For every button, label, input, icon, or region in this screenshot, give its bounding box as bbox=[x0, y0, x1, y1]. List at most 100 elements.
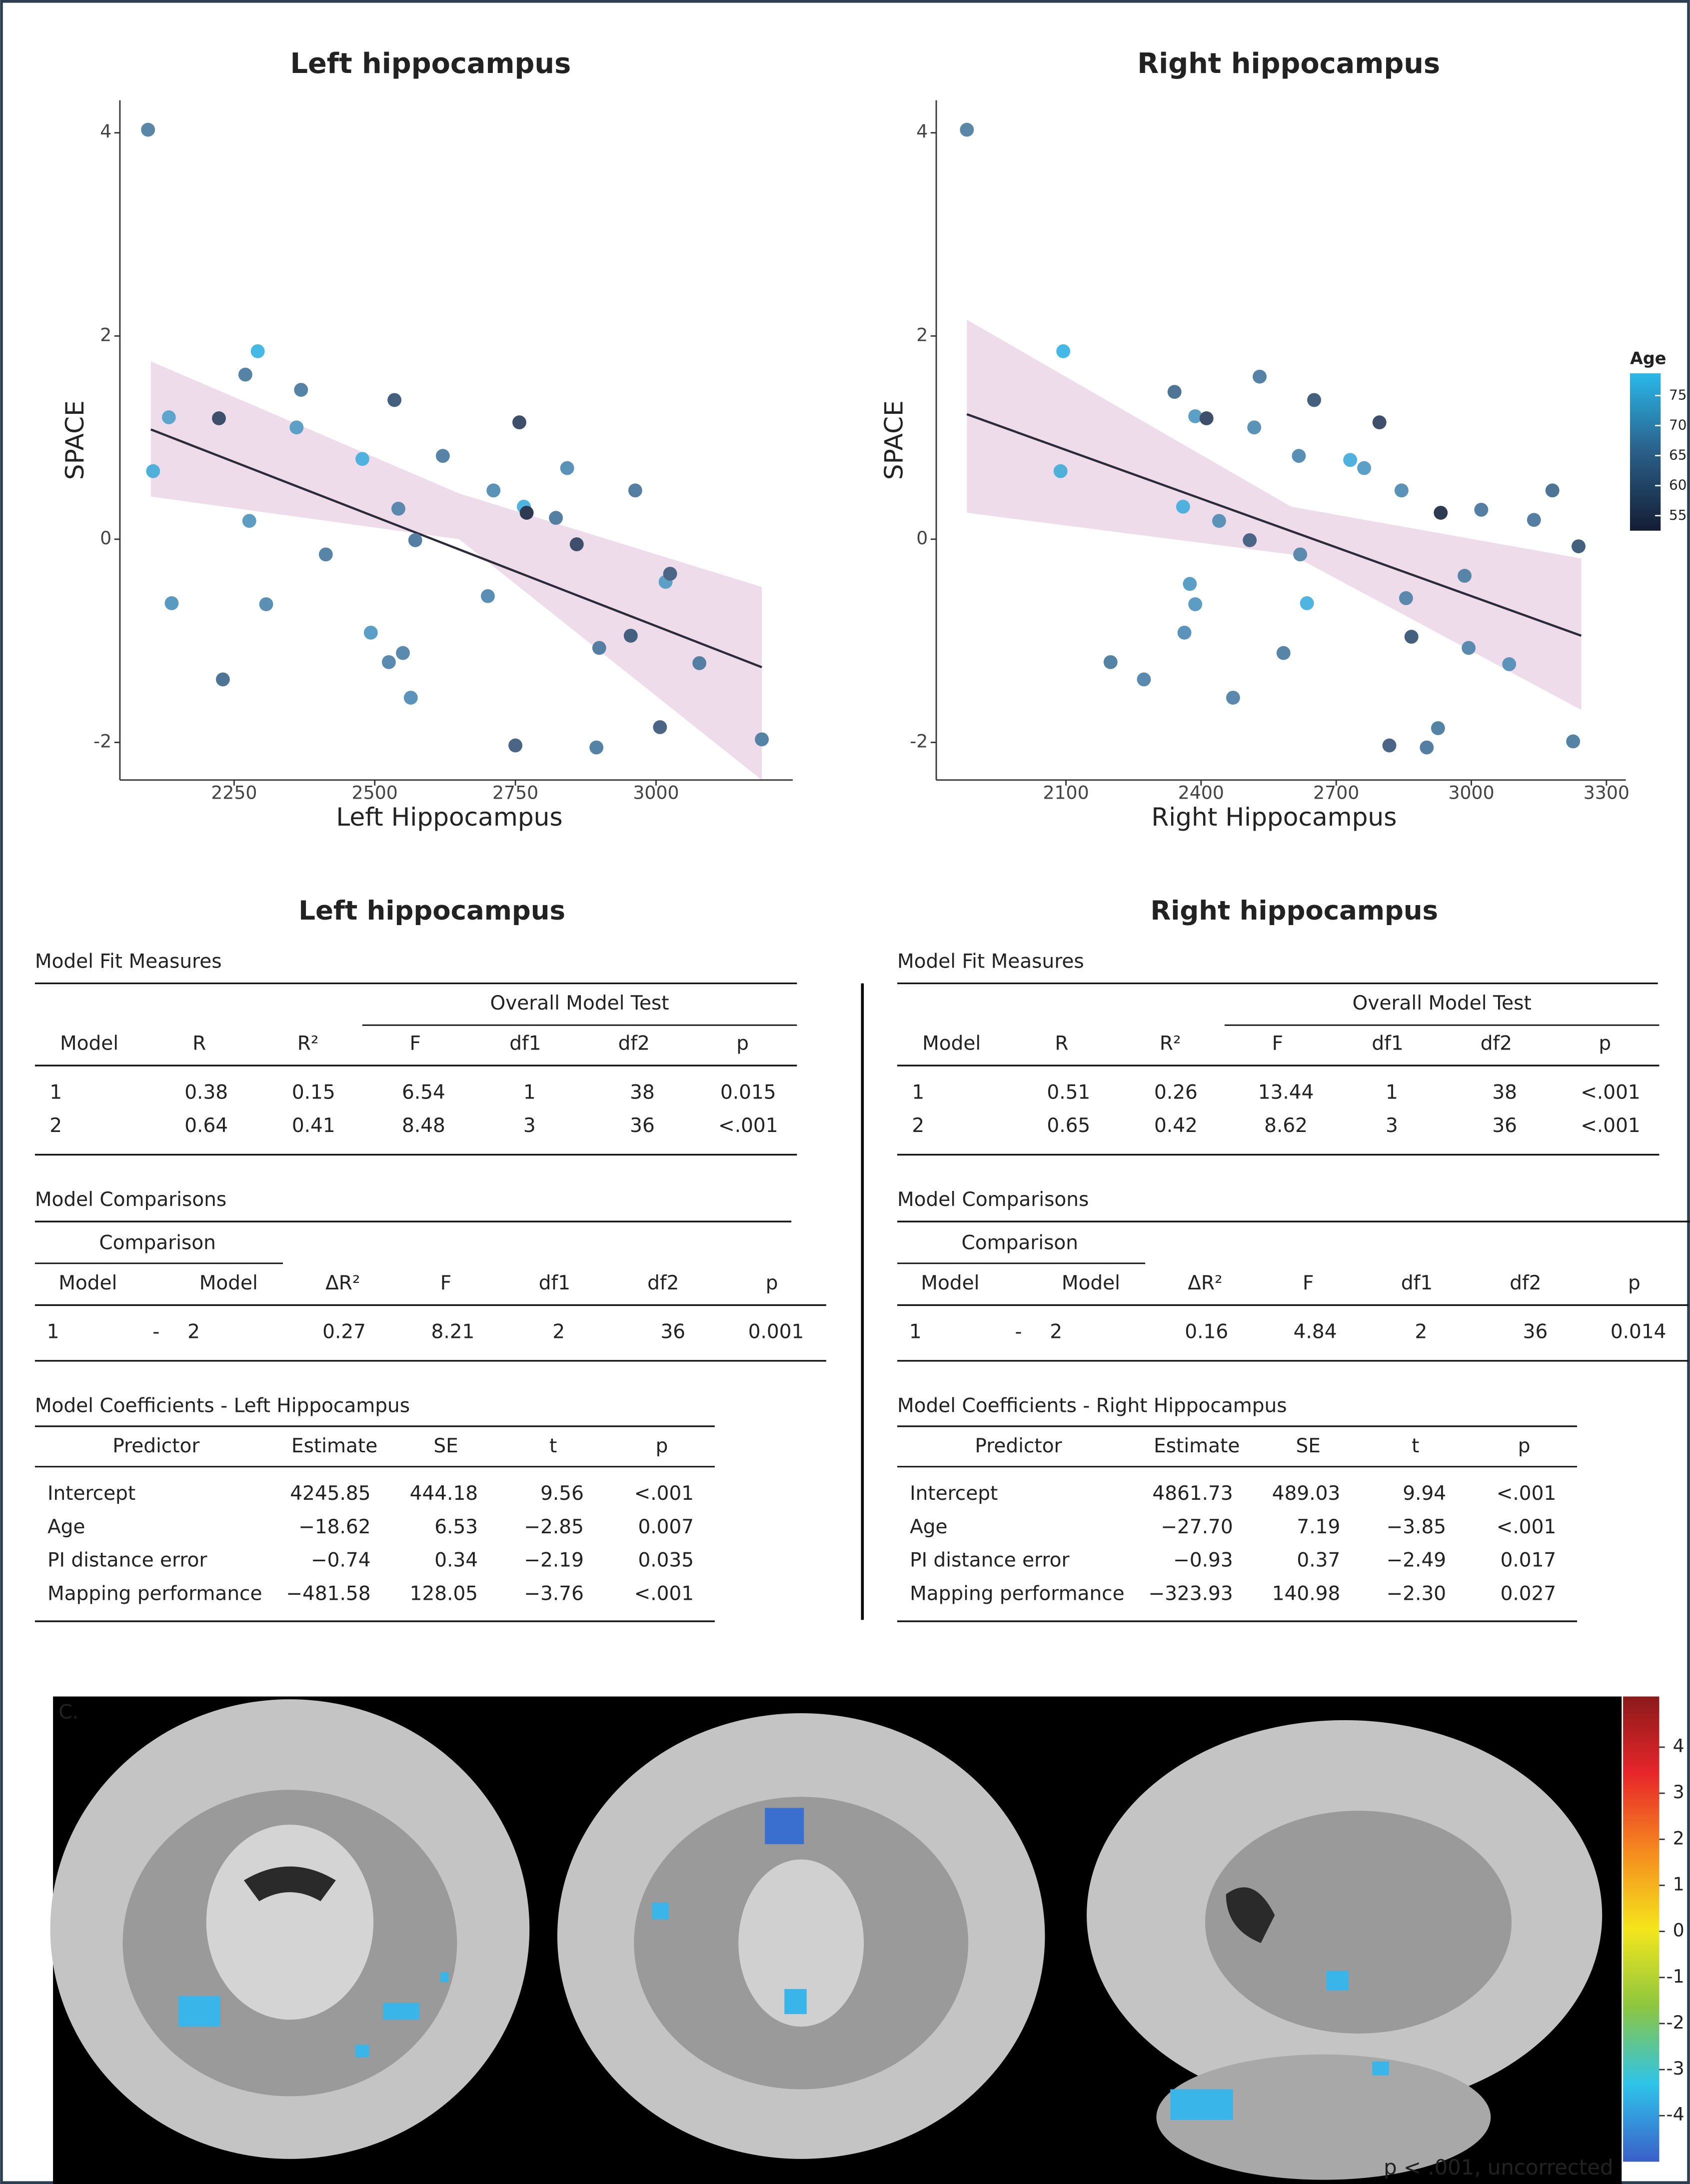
table-cell: 1 bbox=[49, 1081, 62, 1103]
point bbox=[1137, 673, 1151, 687]
x-tick-label: 3000 bbox=[633, 782, 679, 804]
table-cell: <.001 bbox=[1581, 1081, 1641, 1103]
table-cell: Estimate bbox=[291, 1435, 377, 1457]
table-cell: −481.58 bbox=[286, 1583, 370, 1605]
point bbox=[1395, 483, 1409, 497]
table-cell: 4.84 bbox=[1294, 1321, 1337, 1343]
table-cell: 4245.85 bbox=[290, 1482, 370, 1505]
colorbar-label: 75 bbox=[1669, 386, 1687, 403]
point bbox=[1566, 735, 1580, 749]
table-cell: −0.74 bbox=[311, 1549, 371, 1572]
table-cell: 444.18 bbox=[410, 1482, 478, 1505]
table-cell: 2 bbox=[912, 1114, 924, 1137]
y-tick-label: -2 bbox=[93, 730, 111, 752]
table-cell: 2 bbox=[187, 1321, 200, 1343]
table-cell: 8.48 bbox=[402, 1114, 445, 1137]
y-tick-label: 2 bbox=[100, 324, 111, 345]
point bbox=[486, 483, 500, 497]
table-cell: <.001 bbox=[634, 1583, 694, 1605]
table-cell: 0.015 bbox=[720, 1081, 776, 1103]
table-cell: Model Comparisons bbox=[897, 1188, 1089, 1211]
point bbox=[560, 461, 574, 475]
table-cell: p bbox=[766, 1272, 778, 1294]
point bbox=[1373, 415, 1387, 429]
table-cell: PI distance error bbox=[47, 1549, 207, 1572]
point bbox=[355, 452, 369, 466]
table-cell: 36 bbox=[630, 1114, 655, 1137]
table-cell: 7.19 bbox=[1297, 1516, 1340, 1538]
table-cell: Model Fit Measures bbox=[35, 950, 222, 973]
colorbar-label: 3 bbox=[1673, 1781, 1685, 1803]
point bbox=[512, 415, 526, 429]
point bbox=[1343, 453, 1357, 467]
point bbox=[1200, 411, 1214, 425]
table-cell: 0.37 bbox=[1297, 1549, 1340, 1572]
point bbox=[319, 547, 333, 561]
x-axis-label: Right Hippocampus bbox=[1151, 802, 1397, 832]
table-cell: 6.53 bbox=[434, 1516, 478, 1538]
table-cell: 4861.73 bbox=[1152, 1482, 1233, 1505]
point bbox=[251, 344, 265, 358]
colorbar-label: -2 bbox=[1667, 2012, 1685, 2033]
table-cell: 3 bbox=[523, 1114, 536, 1137]
table-heading: Left hippocampus bbox=[298, 896, 565, 926]
table-cell: F bbox=[1303, 1272, 1314, 1294]
point bbox=[624, 629, 638, 643]
table-cell: R² bbox=[297, 1033, 319, 1055]
table-cell: −18.62 bbox=[298, 1516, 370, 1538]
table-cell: 140.98 bbox=[1272, 1583, 1340, 1605]
table-cell: p bbox=[1628, 1272, 1641, 1294]
table-cell: <.001 bbox=[634, 1482, 694, 1505]
table-cell: 36 bbox=[660, 1321, 685, 1343]
point bbox=[1253, 370, 1267, 384]
colorbar-label: -1 bbox=[1667, 1966, 1685, 1987]
x-tick-label: 2400 bbox=[1178, 782, 1224, 804]
point bbox=[1104, 655, 1118, 669]
point bbox=[1247, 420, 1261, 434]
point bbox=[1474, 503, 1488, 517]
table-cell: df1 bbox=[539, 1272, 570, 1294]
table-cell: 0.26 bbox=[1154, 1081, 1198, 1103]
table-cell: R bbox=[1055, 1033, 1068, 1055]
point bbox=[364, 626, 378, 640]
point bbox=[259, 597, 273, 611]
point bbox=[1243, 533, 1257, 547]
colorbar-label: 55 bbox=[1669, 507, 1687, 523]
table-cell: p bbox=[1599, 1033, 1611, 1055]
point bbox=[1502, 657, 1516, 671]
x-tick-label: 3300 bbox=[1584, 782, 1630, 804]
table-cell: SE bbox=[1296, 1435, 1320, 1457]
table-cell: Model bbox=[58, 1272, 117, 1294]
table-cell: −2.19 bbox=[524, 1549, 584, 1572]
table-cell: SE bbox=[433, 1435, 458, 1457]
point bbox=[1420, 741, 1434, 755]
y-tick-label: 0 bbox=[100, 527, 111, 549]
table-cell: 1 bbox=[1386, 1081, 1398, 1103]
table-cell: 0.007 bbox=[638, 1516, 694, 1538]
table-cell: −3.85 bbox=[1387, 1516, 1447, 1538]
point bbox=[1212, 514, 1226, 528]
brain-slices bbox=[50, 1699, 1603, 2180]
table-cell: 0.014 bbox=[1611, 1321, 1667, 1343]
table-cell: 0.027 bbox=[1501, 1583, 1557, 1605]
table-cell: PI distance error bbox=[910, 1549, 1070, 1572]
table-cell: 13.44 bbox=[1258, 1081, 1314, 1103]
point bbox=[387, 393, 401, 407]
table-cell: R² bbox=[1160, 1033, 1181, 1055]
table-cell: <.001 bbox=[1497, 1516, 1557, 1538]
table-cell: 2 bbox=[1050, 1321, 1062, 1343]
table-cell: 8.62 bbox=[1264, 1114, 1308, 1137]
table-cell: Comparison bbox=[962, 1231, 1079, 1254]
table-cell: F bbox=[1272, 1033, 1283, 1055]
colorbar-label: 70 bbox=[1669, 416, 1687, 433]
figure: Left hippocampusLeft HippocampusSPACE225… bbox=[0, 0, 1690, 2184]
table-cell: 36 bbox=[1523, 1321, 1548, 1343]
point bbox=[755, 732, 769, 746]
point bbox=[382, 655, 396, 669]
table-cell: df1 bbox=[1401, 1272, 1433, 1294]
point bbox=[1300, 596, 1314, 610]
x-tick-label: 2700 bbox=[1313, 782, 1359, 804]
colorbar-label: 60 bbox=[1669, 477, 1687, 493]
point bbox=[663, 567, 677, 581]
table-cell: −27.70 bbox=[1161, 1516, 1233, 1538]
